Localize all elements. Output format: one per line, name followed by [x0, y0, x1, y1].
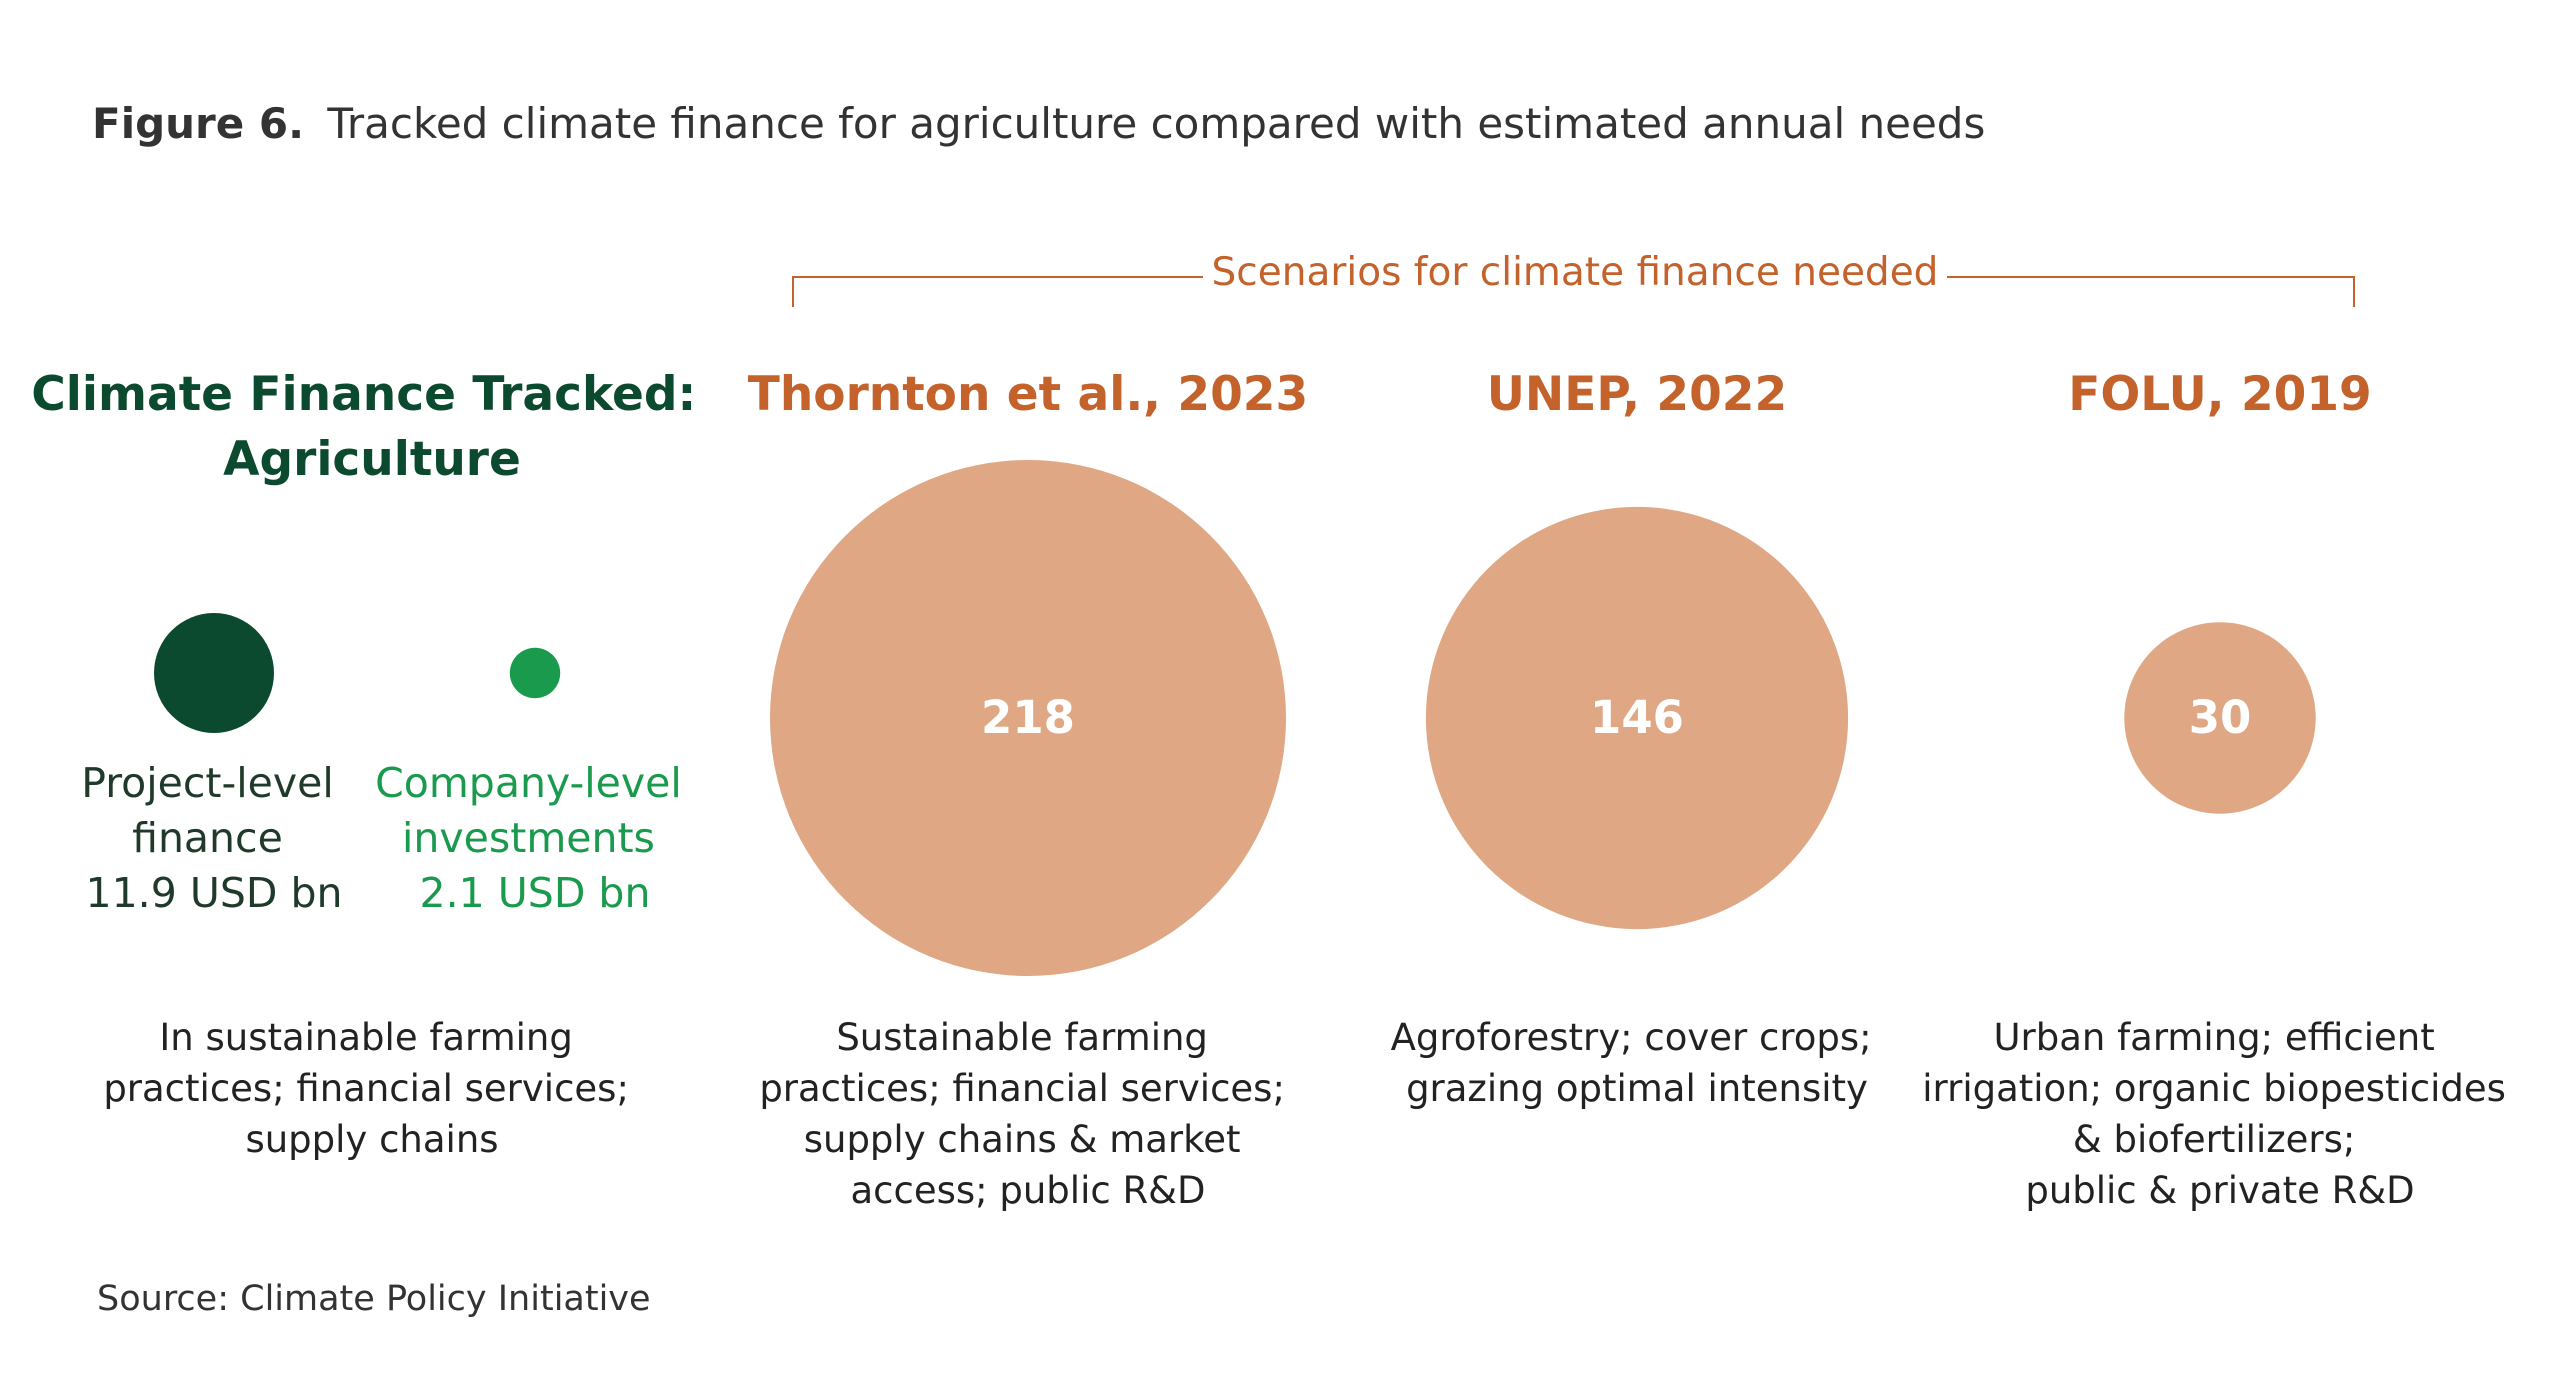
scenario-description-line: Sustainable farming [836, 1016, 1208, 1059]
scenario-description: Sustainable farming practices; financial… [759, 1016, 1296, 1212]
project-level-label-line: finance [132, 814, 283, 862]
tracked-heading-line: Agriculture [223, 432, 521, 487]
company-level-label-line: Company-level [375, 759, 682, 807]
figure-title: Figure 6. Tracked climate finance for ag… [92, 99, 1985, 148]
scenario-description-line: public & private R&D [2025, 1169, 2414, 1212]
scenario-thornton: Thornton et al., 2023 218 Sustainable fa… [748, 367, 1308, 1212]
bracket-right-line [1947, 276, 2355, 307]
bracket-label: Scenarios for climate finance needed [1212, 250, 1939, 295]
project-level-bubble [154, 613, 274, 733]
scenario-heading: UNEP, 2022 [1487, 367, 1787, 422]
company-level-bubble [509, 647, 561, 699]
tracked-heading: Climate Finance Tracked: Agriculture [31, 367, 712, 487]
need-bubble-value: 30 [2189, 691, 2252, 744]
need-bubble [1425, 506, 1849, 930]
tracked-section: Climate Finance Tracked: Agriculture Pro… [31, 367, 712, 1161]
need-bubble-value: 218 [981, 691, 1075, 744]
tracked-description-line: practices; financial services; [103, 1067, 629, 1110]
need-bubble [2124, 622, 2316, 814]
scenario-description-line: Agroforestry; cover crops; [1391, 1016, 1872, 1059]
scenario-bracket: Scenarios for climate finance needed [792, 250, 2355, 307]
project-level-label-line: Project-level [81, 759, 334, 807]
scenario-description-line: practices; financial services; [759, 1067, 1285, 1110]
figure-label: Figure 6. [92, 99, 304, 148]
tracked-description-line: supply chains [245, 1118, 498, 1161]
scenario-description: Agroforestry; cover crops; grazing optim… [1391, 1016, 1884, 1110]
scenario-description-line: irrigation; organic biopesticides [1922, 1067, 2506, 1110]
need-bubble [770, 460, 1286, 976]
scenario-description-line: Urban farming; efficient [1993, 1016, 2434, 1059]
project-level-value: 11.9 USD bn [86, 869, 343, 917]
scenario-description-line: access; public R&D [850, 1169, 1205, 1212]
scenario-description-line: & biofertilizers; [2073, 1118, 2356, 1161]
company-level-value: 2.1 USD bn [420, 869, 651, 917]
scenario-description-line: supply chains & market [804, 1118, 1241, 1161]
scenario-heading: FOLU, 2019 [2068, 367, 2372, 422]
scenario-heading: Thornton et al., 2023 [748, 367, 1308, 422]
figure-title-text: Tracked climate finance for agriculture … [326, 99, 1985, 148]
company-level-label: Company-level investments 2.1 USD bn [375, 759, 695, 917]
company-level-label-line: investments [402, 814, 655, 862]
tracked-description: In sustainable farming practices; financ… [103, 1016, 640, 1161]
scenario-folu: FOLU, 2019 30 Urban farming; efficient i… [1922, 367, 2517, 1212]
bracket-left-line [792, 276, 1203, 307]
scenario-description: Urban farming; efficient irrigation; org… [1922, 1016, 2517, 1212]
source-note: Source: Climate Policy Initiative [97, 1279, 651, 1319]
scenario-unep: UNEP, 2022 146 Agroforestry; cover crops… [1391, 367, 1884, 1110]
tracked-description-line: In sustainable farming [159, 1016, 573, 1059]
need-bubble-value: 146 [1590, 691, 1684, 744]
project-level-label: Project-level finance 11.9 USD bn [81, 759, 347, 917]
tracked-heading-line: Climate Finance Tracked: [31, 367, 696, 422]
scenario-description-line: grazing optimal intensity [1406, 1067, 1868, 1110]
